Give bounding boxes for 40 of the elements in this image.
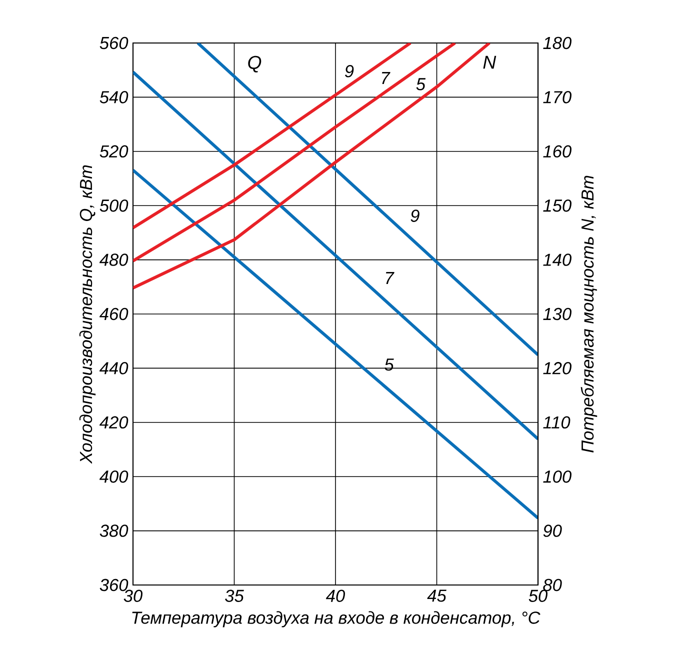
y2-tick-label: 130: [543, 308, 572, 320]
x-tick-label: 50: [528, 590, 548, 602]
y-tick-label: 440: [99, 362, 128, 374]
series-label: 9: [344, 65, 354, 78]
y-tick-label: 460: [99, 308, 128, 320]
series-label: 9: [410, 210, 420, 222]
line-series: [133, 43, 412, 230]
y2-tick-label: 180: [543, 36, 572, 50]
y2-tick-label: 90: [543, 524, 562, 537]
y2-axis-title: Потребляемая мощность N, кВт: [580, 176, 598, 452]
y2-tick-label: 80: [543, 578, 562, 592]
y2-tick-label: 170: [543, 91, 572, 104]
x-axis-title: Температура воздуха на входе в конденсатор, °C: [132, 611, 540, 628]
y2-tick-label: 120: [543, 362, 572, 374]
y2-tick-label: 140: [543, 254, 572, 266]
y-tick-label: 520: [100, 145, 128, 158]
y-tick-label: 500: [100, 199, 128, 212]
y-tick-label: 480: [99, 254, 128, 266]
line-series: [133, 43, 457, 262]
y-tick-label: 380: [100, 524, 128, 537]
series-label: 5: [416, 78, 426, 90]
y2-tick-label: 150: [543, 199, 572, 212]
y-axis-title: Холодопроизводительность Q, кВт: [79, 165, 96, 464]
y-tick-label: 540: [100, 91, 128, 104]
y2-tick-label: 160: [543, 145, 572, 158]
x-tick-label: 45: [427, 590, 446, 602]
x-tick-label: 35: [225, 590, 244, 602]
y2-tick-label: 110: [543, 416, 570, 429]
x-tick-label: 30: [124, 590, 142, 602]
y-tick-label: 360: [100, 578, 128, 592]
series-label: 7: [386, 272, 394, 284]
y-tick-label: 400: [99, 470, 128, 483]
y-tick-label: 420: [99, 416, 128, 429]
series-label: 7: [382, 72, 390, 84]
series-label: 5: [384, 358, 394, 371]
y-tick-label: 560: [100, 36, 128, 50]
annotation: Q: [248, 56, 262, 72]
x-tick-label: 40: [326, 590, 345, 602]
y2-tick-label: 100: [543, 470, 572, 483]
annotation: N: [483, 56, 496, 69]
